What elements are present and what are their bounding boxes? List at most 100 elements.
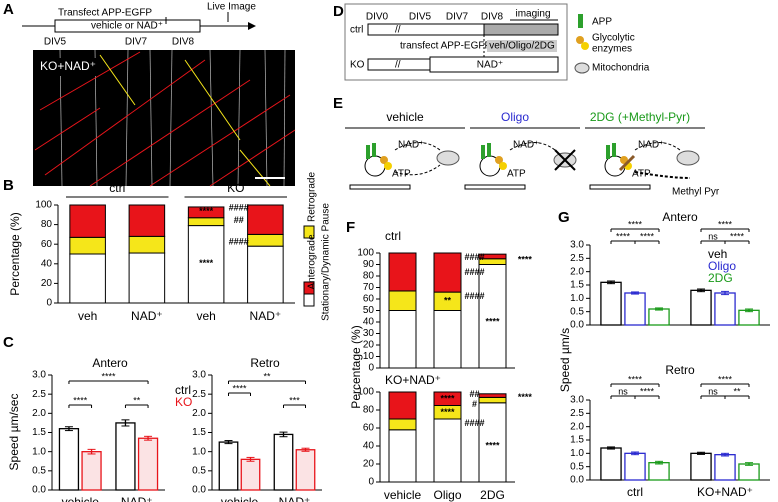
bar — [600, 281, 622, 326]
y-tick-label: 100 — [35, 200, 52, 211]
antero-lines — [34, 51, 296, 187]
significance: ** — [444, 296, 452, 306]
y-tick-label: 1.5 — [570, 280, 584, 291]
significance: **** — [518, 254, 533, 264]
legend-label: Stationary/Dynamic Pause — [321, 203, 332, 321]
bar-segment — [433, 418, 462, 483]
nad: NAD⁺ — [398, 140, 424, 151]
x-tick-label: 2DG — [480, 488, 505, 502]
bar-segment — [69, 253, 106, 304]
bar — [624, 292, 646, 326]
significance: #### — [464, 252, 484, 262]
y-tick-label: 0.0 — [570, 475, 584, 486]
y-tick-label: 80 — [363, 405, 375, 416]
nad-box — [429, 56, 559, 73]
y-axis-label: Percentage (%) — [349, 325, 363, 408]
y-tick-label: 2.5 — [570, 253, 584, 264]
significance: **** — [101, 371, 116, 381]
y-tick-label: 3.0 — [32, 370, 46, 381]
significance: **** — [73, 395, 88, 405]
bar-segment — [388, 310, 417, 369]
y-tick-label: 1.0 — [32, 446, 46, 457]
significance: #### — [464, 267, 484, 277]
enzyme-icon — [576, 36, 584, 44]
panel-label: E — [333, 95, 343, 112]
imaging-box — [483, 23, 559, 36]
y-tick-label: 3.0 — [192, 370, 206, 381]
treatment-box — [54, 19, 201, 33]
x-tick-label: veh — [196, 309, 215, 323]
significance: ns — [618, 386, 628, 396]
y-tick-label: 2.5 — [32, 389, 46, 400]
bar — [240, 458, 261, 491]
arrow — [248, 22, 256, 30]
significance: #### — [229, 202, 249, 212]
bar-segment — [247, 245, 284, 304]
x-tick-label: Oligo — [433, 488, 461, 502]
significance: **** — [440, 407, 455, 417]
y-tick-label: 2.5 — [192, 389, 206, 400]
bar-segment — [388, 391, 417, 420]
y-tick-label: 30 — [363, 328, 375, 339]
chart-title: Antero — [92, 356, 128, 370]
significance: **** — [199, 258, 214, 268]
panel-label: D — [333, 3, 344, 20]
enzyme-icon — [581, 42, 589, 50]
significance: **** — [485, 316, 500, 326]
day: DIV0 — [366, 12, 389, 23]
y-tick-label: 3.0 — [570, 395, 584, 406]
panel-label: B — [3, 177, 14, 194]
legend-swatch — [303, 281, 315, 295]
legend-label: 2DG — [708, 271, 733, 285]
bar — [295, 449, 316, 491]
imaging: imaging — [515, 9, 550, 20]
methyl-pyr: Methyl Pyr — [672, 187, 720, 198]
y-tick-label: 2.0 — [192, 408, 206, 419]
significance: ns — [708, 386, 718, 396]
bar — [738, 309, 760, 326]
x-tick-label: NAD⁺ — [121, 495, 153, 502]
significance: **** — [730, 231, 745, 241]
bar — [714, 292, 736, 326]
bar-segment — [388, 418, 417, 431]
significance: **** — [628, 219, 643, 229]
group-label: ctrl — [109, 181, 125, 195]
y-tick-label: 20 — [363, 340, 375, 351]
day: DIV5 — [409, 12, 432, 23]
legend-label: enzymes — [592, 44, 632, 55]
x-tick-label: NAD⁺ — [250, 309, 282, 323]
y-tick-label: 0 — [368, 477, 374, 488]
bar — [738, 463, 760, 481]
legend-label: veh — [708, 247, 727, 261]
condition: 2DG (+Methyl-Pyr) — [590, 110, 690, 124]
y-tick-label: 60 — [41, 239, 53, 250]
schematics — [345, 127, 705, 190]
nad: NAD⁺ — [477, 60, 503, 71]
bar-segment — [478, 396, 507, 404]
bar-segment — [478, 402, 507, 483]
y-tick-label: 1.5 — [32, 427, 46, 438]
x-tick-label: NAD⁺ — [131, 309, 163, 323]
break: // — [395, 60, 401, 71]
atp: ATP — [632, 169, 651, 180]
treatment: veh/Oligo/2DG — [489, 41, 555, 52]
bar-segment — [128, 252, 166, 304]
icons — [366, 143, 700, 172]
treatment-box — [487, 40, 557, 52]
bar — [58, 428, 80, 491]
chart-title: Antero — [662, 210, 698, 224]
kymograph: KO+NAD⁺ — [33, 49, 296, 187]
bar-segment — [388, 290, 417, 312]
y-tick-label: 2.0 — [32, 408, 46, 419]
bar — [714, 454, 736, 481]
group-label: KO — [227, 181, 244, 195]
nad: NAD⁺ — [513, 140, 539, 151]
y-tick-label: 60 — [363, 423, 375, 434]
bar — [81, 451, 102, 491]
y-tick-label: 1.0 — [570, 448, 584, 459]
significance: ** — [263, 371, 271, 381]
bar — [648, 308, 670, 326]
bar-segment — [69, 236, 106, 255]
y-tick-label: 100 — [357, 248, 374, 259]
y-tick-label: 0.5 — [192, 465, 206, 476]
